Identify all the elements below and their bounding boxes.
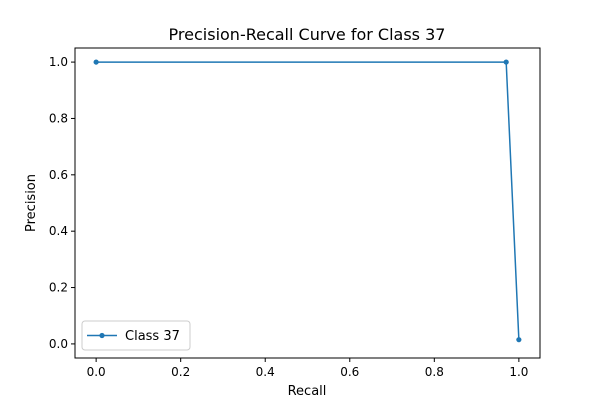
legend-label: Class 37 — [125, 329, 180, 344]
legend-box — [81, 320, 191, 351]
y-tick-label: 0.2 — [49, 281, 68, 295]
y-tick-label: 1.0 — [49, 55, 68, 69]
x-axis-label: Recall — [288, 384, 327, 399]
y-axis-ticks: 0.0 0.2 0.4 0.6 0.8 1.0 — [49, 55, 75, 351]
y-axis-label: Precision — [24, 174, 39, 232]
x-tick-label: 0.6 — [340, 365, 359, 379]
data-point — [516, 337, 522, 343]
plot-frame — [74, 47, 541, 359]
plot-points — [93, 59, 522, 343]
x-tick-label: 0.0 — [87, 365, 106, 379]
legend: Class 37 — [81, 320, 191, 351]
y-tick-label: 0.4 — [49, 224, 68, 238]
x-tick-label: 0.2 — [171, 365, 190, 379]
y-tick-label: 0.8 — [49, 111, 68, 125]
data-point — [503, 59, 509, 65]
x-tick-label: 1.0 — [509, 365, 528, 379]
x-tick-label: 0.4 — [256, 365, 275, 379]
y-tick-label: 0.6 — [49, 168, 68, 182]
x-axis-ticks: 0.0 0.2 0.4 0.6 0.8 1.0 — [87, 358, 528, 379]
chart-title: Precision-Recall Curve for Class 37 — [169, 25, 446, 44]
y-tick-label: 0.0 — [49, 337, 68, 351]
x-tick-label: 0.8 — [425, 365, 444, 379]
legend-marker-swatch — [99, 332, 105, 339]
data-point — [93, 59, 99, 65]
